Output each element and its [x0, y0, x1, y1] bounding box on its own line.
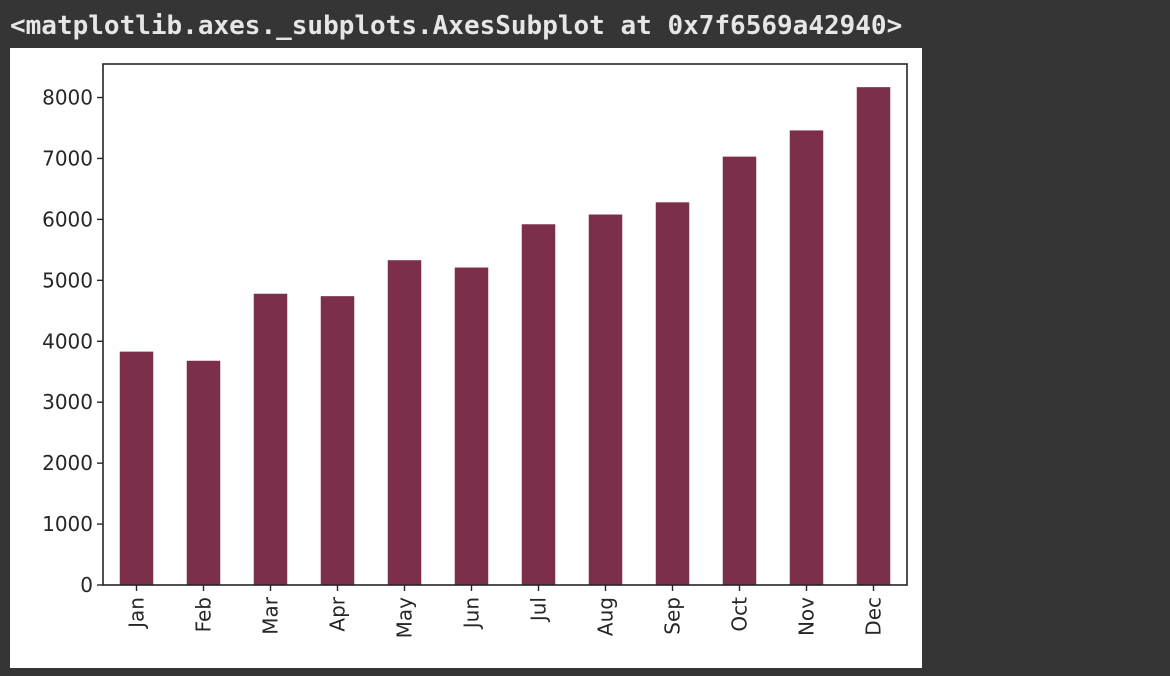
x-tick-label: Apr: [326, 596, 350, 631]
bar-jun: [454, 267, 489, 585]
x-tick-label: Jun: [460, 597, 484, 630]
y-tick-label: 5000: [42, 268, 93, 292]
y-tick-label: 8000: [42, 86, 93, 110]
y-tick-label: 1000: [42, 512, 93, 536]
x-tick-label: Oct: [728, 597, 752, 632]
x-tick-label: Sep: [661, 597, 685, 635]
bar-feb: [186, 360, 221, 585]
bar-nov: [789, 130, 824, 585]
bar-sep: [655, 202, 690, 585]
bar-mar: [253, 293, 288, 585]
bars-group: [119, 87, 891, 586]
x-tick-label: Aug: [594, 597, 618, 636]
bar-aug: [588, 214, 623, 585]
y-tick-label: 0: [80, 573, 93, 597]
bar-apr: [320, 296, 355, 585]
x-tick-label: Dec: [862, 597, 886, 636]
y-tick-label: 6000: [42, 207, 93, 231]
y-tick-label: 7000: [42, 146, 93, 170]
bar-dec: [856, 87, 891, 586]
x-tick-label: May: [393, 597, 417, 639]
y-tick-label: 4000: [42, 329, 93, 353]
x-tick-label: Jul: [527, 597, 551, 623]
y-tick-label: 2000: [42, 451, 93, 475]
y-tick-label: 3000: [42, 390, 93, 414]
x-tick-label: Jan: [125, 597, 149, 630]
bar-jul: [521, 224, 556, 586]
bar-chart: 0 1000 2000 3000 4000 5000 6000 7000 8000 Jan Feb…: [42, 63, 908, 638]
bar-oct: [722, 156, 757, 585]
axes-frame: [102, 63, 908, 586]
chart-figure: 0 1000 2000 3000 4000 5000 6000 7000 8000 Jan Feb…: [10, 48, 922, 668]
x-axis: Jan Feb Mar Apr May Jun Jul Aug Sep Oct Nov Dec: [125, 585, 886, 638]
bar-may: [387, 260, 422, 585]
bar-jan: [119, 351, 154, 585]
x-tick-label: Mar: [259, 596, 283, 635]
y-axis: 0 1000 2000 3000 4000 5000 6000 7000 8000: [42, 86, 103, 597]
x-tick-label: Nov: [795, 597, 819, 636]
x-tick-label: Feb: [192, 597, 216, 632]
output-repr-text: <matplotlib.axes._subplots.AxesSubplot a…: [10, 11, 903, 41]
